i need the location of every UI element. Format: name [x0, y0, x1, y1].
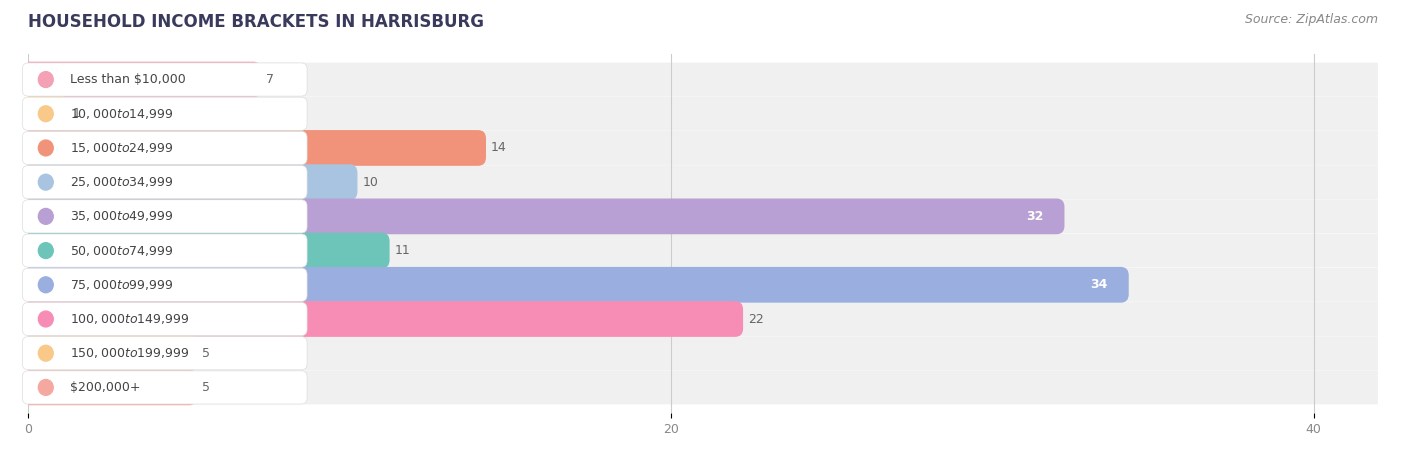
Text: Source: ZipAtlas.com: Source: ZipAtlas.com: [1244, 13, 1378, 26]
FancyBboxPatch shape: [20, 96, 69, 132]
Circle shape: [38, 208, 53, 224]
FancyBboxPatch shape: [20, 335, 197, 371]
FancyBboxPatch shape: [28, 165, 1378, 199]
Text: 5: 5: [201, 381, 209, 394]
Text: 10: 10: [363, 176, 378, 189]
Text: $15,000 to $24,999: $15,000 to $24,999: [70, 141, 173, 155]
Text: $35,000 to $49,999: $35,000 to $49,999: [70, 209, 173, 223]
FancyBboxPatch shape: [20, 370, 197, 405]
FancyBboxPatch shape: [20, 164, 357, 200]
Text: 11: 11: [395, 244, 411, 257]
Text: $100,000 to $149,999: $100,000 to $149,999: [70, 312, 190, 326]
Text: 32: 32: [1026, 210, 1043, 223]
Text: 34: 34: [1091, 278, 1108, 291]
Text: 14: 14: [491, 141, 506, 154]
Text: 1: 1: [73, 107, 82, 120]
Text: $50,000 to $74,999: $50,000 to $74,999: [70, 244, 173, 258]
FancyBboxPatch shape: [20, 130, 486, 166]
FancyBboxPatch shape: [20, 198, 1064, 234]
FancyBboxPatch shape: [28, 370, 1378, 405]
FancyBboxPatch shape: [28, 62, 1378, 97]
FancyBboxPatch shape: [28, 97, 1378, 131]
FancyBboxPatch shape: [22, 371, 307, 404]
FancyBboxPatch shape: [22, 303, 307, 335]
Text: 7: 7: [266, 73, 274, 86]
Text: $25,000 to $34,999: $25,000 to $34,999: [70, 175, 173, 189]
FancyBboxPatch shape: [28, 268, 1378, 302]
FancyBboxPatch shape: [22, 200, 307, 233]
FancyBboxPatch shape: [20, 301, 744, 337]
FancyBboxPatch shape: [22, 97, 307, 130]
FancyBboxPatch shape: [22, 268, 307, 301]
FancyBboxPatch shape: [22, 337, 307, 370]
Text: $150,000 to $199,999: $150,000 to $199,999: [70, 346, 190, 360]
Text: $200,000+: $200,000+: [70, 381, 141, 394]
Text: Less than $10,000: Less than $10,000: [70, 73, 186, 86]
FancyBboxPatch shape: [22, 63, 307, 96]
FancyBboxPatch shape: [22, 234, 307, 267]
Circle shape: [38, 345, 53, 361]
FancyBboxPatch shape: [20, 267, 1129, 303]
Circle shape: [38, 72, 53, 88]
FancyBboxPatch shape: [28, 199, 1378, 233]
FancyBboxPatch shape: [22, 132, 307, 164]
Circle shape: [38, 311, 53, 327]
Circle shape: [38, 140, 53, 156]
Circle shape: [38, 379, 53, 395]
FancyBboxPatch shape: [22, 166, 307, 199]
Circle shape: [38, 277, 53, 293]
Text: HOUSEHOLD INCOME BRACKETS IN HARRISBURG: HOUSEHOLD INCOME BRACKETS IN HARRISBURG: [28, 13, 484, 31]
FancyBboxPatch shape: [28, 233, 1378, 268]
FancyBboxPatch shape: [20, 233, 389, 269]
FancyBboxPatch shape: [28, 131, 1378, 165]
Circle shape: [38, 174, 53, 190]
FancyBboxPatch shape: [28, 302, 1378, 336]
FancyBboxPatch shape: [20, 62, 262, 97]
Text: 5: 5: [201, 347, 209, 360]
Text: $10,000 to $14,999: $10,000 to $14,999: [70, 107, 173, 121]
Circle shape: [38, 106, 53, 122]
FancyBboxPatch shape: [28, 336, 1378, 370]
Text: $75,000 to $99,999: $75,000 to $99,999: [70, 278, 173, 292]
Text: 22: 22: [748, 313, 763, 326]
Circle shape: [38, 242, 53, 259]
